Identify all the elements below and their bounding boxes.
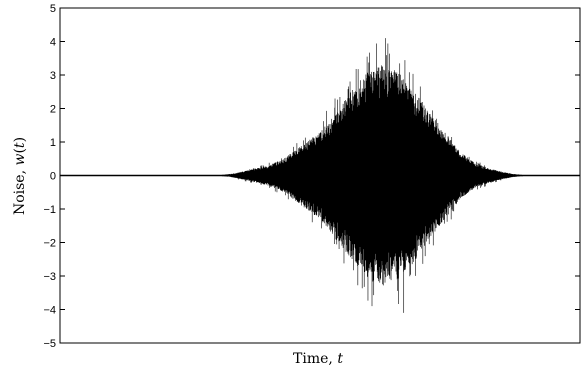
y-tick-label: 2 [50, 104, 56, 116]
x-axis-label: Time, t [293, 351, 343, 367]
y-tick-label: −1 [43, 204, 56, 216]
y-axis-label: Noise, w(t) [12, 137, 28, 215]
y-axis-ticks: 5 4 3 2 1 0 −1 −2 −3 −4 −5 [43, 3, 580, 350]
y-tick-label: 4 [50, 37, 56, 49]
y-tick-label: −4 [43, 305, 56, 317]
y-tick-label: −3 [43, 271, 56, 283]
y-tick-label: 0 [50, 171, 56, 183]
y-tick-label: −2 [43, 238, 56, 250]
y-tick-label: 5 [50, 3, 56, 15]
y-tick-label: −5 [43, 338, 56, 350]
y-tick-label: 3 [50, 70, 56, 82]
y-tick-label: 1 [50, 137, 56, 149]
